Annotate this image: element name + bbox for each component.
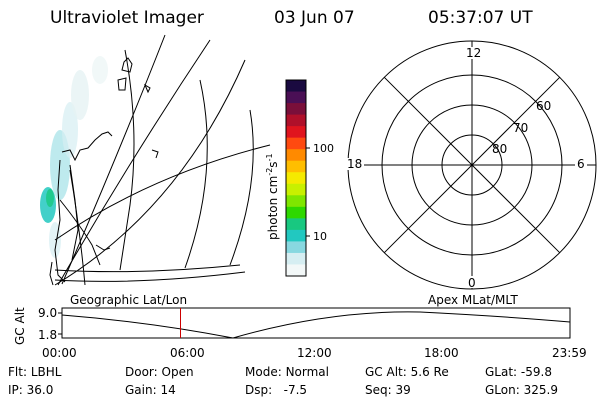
colorbar-tick-100: 100 <box>313 142 334 155</box>
colorbar-segment <box>286 183 306 196</box>
status-dsp: Dsp: -7.5 <box>245 383 308 397</box>
apex-panel-label: Apex MLat/MLT <box>428 293 518 307</box>
status-ip: IP: 36.0 <box>8 383 54 397</box>
colorbar-tick-10: 10 <box>313 230 327 243</box>
colorbar-segment <box>286 172 306 185</box>
status-glon: GLon: 325.9 <box>485 383 558 397</box>
lat-label-80: 80 <box>492 142 507 156</box>
geographic-panel-label: Geographic Lat/Lon <box>70 293 188 307</box>
altitude-ymin: 1.8 <box>38 328 57 342</box>
colorbar-segment <box>286 195 306 208</box>
status-gc-alt: GC Alt: 5.6 Re <box>365 365 449 379</box>
lat-label-70: 70 <box>513 121 528 135</box>
date-label: 03 Jun 07 <box>274 8 355 28</box>
colorbar-segment <box>286 252 306 265</box>
altitude-ymax: 9.0 <box>38 306 57 320</box>
colorbar-segment <box>286 218 306 231</box>
colorbar-segment <box>286 91 306 104</box>
colorbar-segment <box>286 80 306 93</box>
colorbar-segment <box>286 114 306 127</box>
colorbar-segment <box>286 160 306 173</box>
instrument-title: Ultraviolet Imager <box>50 8 204 28</box>
colorbar-segment <box>286 206 306 219</box>
colorbar-segment <box>286 264 306 277</box>
geographic-map <box>40 34 271 286</box>
colorbar-segment <box>286 149 306 162</box>
colorbar <box>286 80 306 277</box>
altitude-plot-frame <box>61 307 571 339</box>
status-door: Door: Open <box>125 365 194 379</box>
x-tick-3: 18:00 <box>424 346 459 360</box>
polar-plot <box>347 40 597 290</box>
altitude-plot <box>58 307 571 339</box>
mlt-label-18: 18 <box>347 157 362 171</box>
colorbar-label: photon cm-2s-1 <box>265 153 280 240</box>
status-seq: Seq: 39 <box>365 383 411 397</box>
x-tick-4: 23:59 <box>552 346 587 360</box>
status-gain: Gain: 14 <box>125 383 176 397</box>
colorbar-segment <box>286 229 306 242</box>
mlt-label-12: 12 <box>466 46 481 60</box>
colorbar-segment <box>286 126 306 139</box>
status-glat: GLat: -59.8 <box>485 365 552 379</box>
x-tick-1: 06:00 <box>170 346 205 360</box>
time-label: 05:37:07 UT <box>428 8 533 28</box>
colorbar-segment <box>286 137 306 150</box>
altitude-curve <box>61 311 571 339</box>
colorbar-segment <box>286 103 306 116</box>
lat-label-60: 60 <box>536 99 551 113</box>
status-filter: Flt: LBHL <box>8 365 62 379</box>
mlt-label-6: 6 <box>577 157 585 171</box>
x-tick-2: 12:00 <box>297 346 332 360</box>
altitude-ylabel: GC Alt <box>13 307 27 345</box>
status-mode: Mode: Normal <box>245 365 329 379</box>
mlt-label-0: 0 <box>468 276 476 290</box>
colorbar-frame <box>285 79 307 277</box>
colorbar-segment <box>286 241 306 254</box>
x-tick-0: 00:00 <box>42 346 77 360</box>
